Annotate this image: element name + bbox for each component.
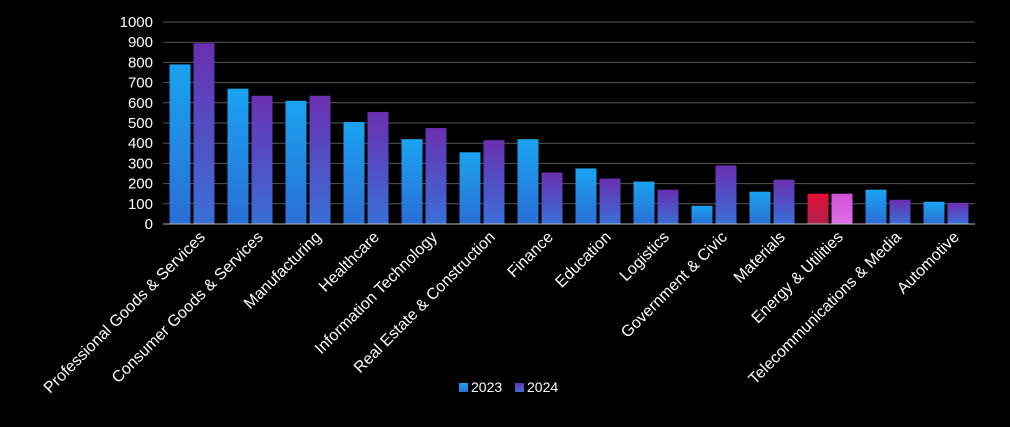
y-tick-label: 0: [145, 216, 153, 233]
legend-label-2024: 2024: [527, 379, 558, 395]
bar-2024-manufacturing: [309, 95, 331, 224]
x-category-label: Materials: [731, 229, 789, 287]
bar-2023-education: [575, 168, 597, 224]
legend-swatch-2024: [515, 383, 524, 392]
bar-2024-logistics: [657, 189, 679, 224]
y-tick-label: 600: [128, 95, 153, 112]
bar-2023-healthcare: [343, 121, 365, 224]
legend-swatch-2023: [459, 383, 468, 392]
legend: 2023 2024: [459, 379, 558, 395]
bar-2023-information-technology: [401, 139, 423, 224]
bar-2024-telecommunications-media: [889, 199, 911, 224]
bar-2023-government-civic: [691, 205, 713, 224]
bar-2023-consumer-goods-services: [227, 88, 249, 224]
y-tick-label: 100: [128, 196, 153, 213]
bar-2023-real-estate-construction: [459, 152, 481, 224]
x-category-label: Logistics: [617, 229, 673, 285]
bar-2024-energy-utilities: [831, 193, 853, 224]
legend-label-2023: 2023: [471, 379, 502, 395]
y-tick-label: 400: [128, 135, 153, 152]
bar-2024-information-technology: [425, 128, 447, 224]
y-axis-ticks: 0 100 200 300 400 500 600 700 800 900 1000: [120, 14, 153, 233]
x-category-label: Automotive: [894, 229, 963, 298]
bar-2024-education: [599, 178, 621, 224]
bars: [169, 43, 969, 225]
bar-2024-automotive: [947, 202, 969, 224]
bar-2023-finance: [517, 139, 539, 224]
y-tick-label: 1000: [120, 14, 153, 31]
gridlines: [163, 21, 975, 205]
bar-2023-logistics: [633, 181, 655, 224]
y-tick-label: 900: [128, 34, 153, 51]
bar-2023-professional-goods-services: [169, 64, 191, 224]
bar-2024-government-civic: [715, 165, 737, 224]
y-tick-label: 200: [128, 176, 153, 193]
bar-2024-real-estate-construction: [483, 140, 505, 224]
x-category-label: Government & Civic: [618, 229, 731, 342]
bar-2023-automotive: [923, 201, 945, 224]
bar-2024-professional-goods-services: [193, 43, 215, 225]
bar-2023-materials: [749, 191, 771, 224]
bar-2023-manufacturing: [285, 100, 307, 224]
bar-2024-finance: [541, 172, 563, 224]
bar-2024-healthcare: [367, 111, 389, 224]
y-tick-label: 800: [128, 54, 153, 71]
bar-2024-materials: [773, 179, 795, 224]
bar-2024-consumer-goods-services: [251, 95, 273, 224]
x-category-label: Finance: [505, 229, 557, 281]
y-tick-label: 700: [128, 75, 153, 92]
x-category-label: Education: [552, 229, 614, 291]
bar-2023-telecommunications-media: [865, 189, 887, 224]
y-tick-label: 500: [128, 115, 153, 132]
y-tick-label: 300: [128, 155, 153, 172]
bar-2023-energy-utilities: [807, 193, 829, 224]
